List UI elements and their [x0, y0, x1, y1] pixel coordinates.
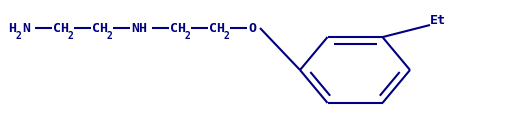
Text: NH: NH: [131, 22, 147, 35]
Text: 2: 2: [223, 31, 229, 41]
Text: 2: 2: [184, 31, 190, 41]
Text: CH: CH: [53, 22, 69, 35]
Text: O: O: [248, 22, 256, 35]
Text: 2: 2: [67, 31, 73, 41]
Text: N: N: [22, 22, 30, 35]
Text: Et: Et: [430, 13, 446, 27]
Text: 2: 2: [15, 31, 21, 41]
Text: 2: 2: [106, 31, 112, 41]
Text: CH: CH: [92, 22, 108, 35]
Text: CH: CH: [170, 22, 186, 35]
Text: H: H: [8, 22, 16, 35]
Text: CH: CH: [209, 22, 225, 35]
